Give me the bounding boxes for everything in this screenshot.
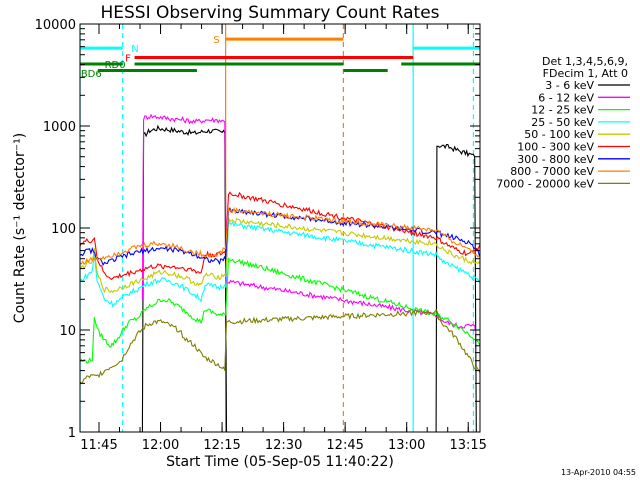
y-tick-label: 10000 [35,18,76,33]
state-bar-label-n: N [131,44,138,55]
x-tick-label: 12:30 [265,438,302,453]
legend-label-9: 7000 - 20000 keV [496,177,594,190]
y-tick-label: 1 [68,426,76,441]
x-tick-label: 13:15 [449,438,486,453]
state-bar-label-f: F [125,53,131,64]
legend-header-2: FDecim 1, Att 0 [543,67,628,80]
series-line-4 [80,220,480,309]
y-tick-label: 1000 [43,120,76,135]
x-tick-label: 12:00 [142,438,179,453]
x-axis-label: Start Time (05-Sep-05 11:40:22) [166,454,394,470]
legend-label-1: 3 - 6 keV [545,79,594,92]
legend-header-1: Det 1,3,4,5,6,9, [542,55,628,68]
x-tick-label: 12:45 [326,438,363,453]
legend-label-2: 6 - 12 keV [538,91,594,104]
series-line-1 [141,124,480,432]
legend-label-5: 50 - 100 keV [524,128,594,141]
footnote: 13-Apr-2010 04:55 [561,468,636,477]
x-tick-label: 11:45 [80,438,117,453]
state-bar-label-s: S [213,35,219,46]
y-axis-label: Count Rate (s⁻¹ detector⁻¹) [12,133,28,323]
legend: Det 1,3,4,5,6,9,FDecim 1, Att 03 - 6 keV… [496,55,630,190]
x-tick-label: 13:00 [388,438,425,453]
chart-title: HESSI Observing Summary Count Rates [100,3,439,23]
series-line-5 [80,217,480,294]
legend-label-6: 100 - 300 keV [517,141,594,154]
x-tick-label: 12:15 [203,438,240,453]
y-tick-label: 10 [59,324,76,339]
series-line-8 [80,206,480,266]
y-axis: 1 10 100 1000 10000 [35,18,480,441]
legend-label-7: 300 - 800 keV [517,153,594,166]
legend-label-8: 800 - 7000 keV [510,165,594,178]
series-line-6 [80,191,480,281]
state-bar-label-bd6: BD6 [81,69,102,80]
legend-label-3: 12 - 25 keV [531,104,594,117]
series-line-2 [141,113,477,335]
legend-label-4: 25 - 50 keV [531,116,594,129]
series-line-3 [80,257,480,364]
series-lines [80,113,480,432]
state-bar-label-rd0: RD0 [105,60,126,71]
y-tick-label: 100 [51,222,76,237]
x-axis: 11:45 12:00 12:15 12:30 12:45 13:00 13:15 [80,24,487,453]
series-line-9 [80,308,480,385]
